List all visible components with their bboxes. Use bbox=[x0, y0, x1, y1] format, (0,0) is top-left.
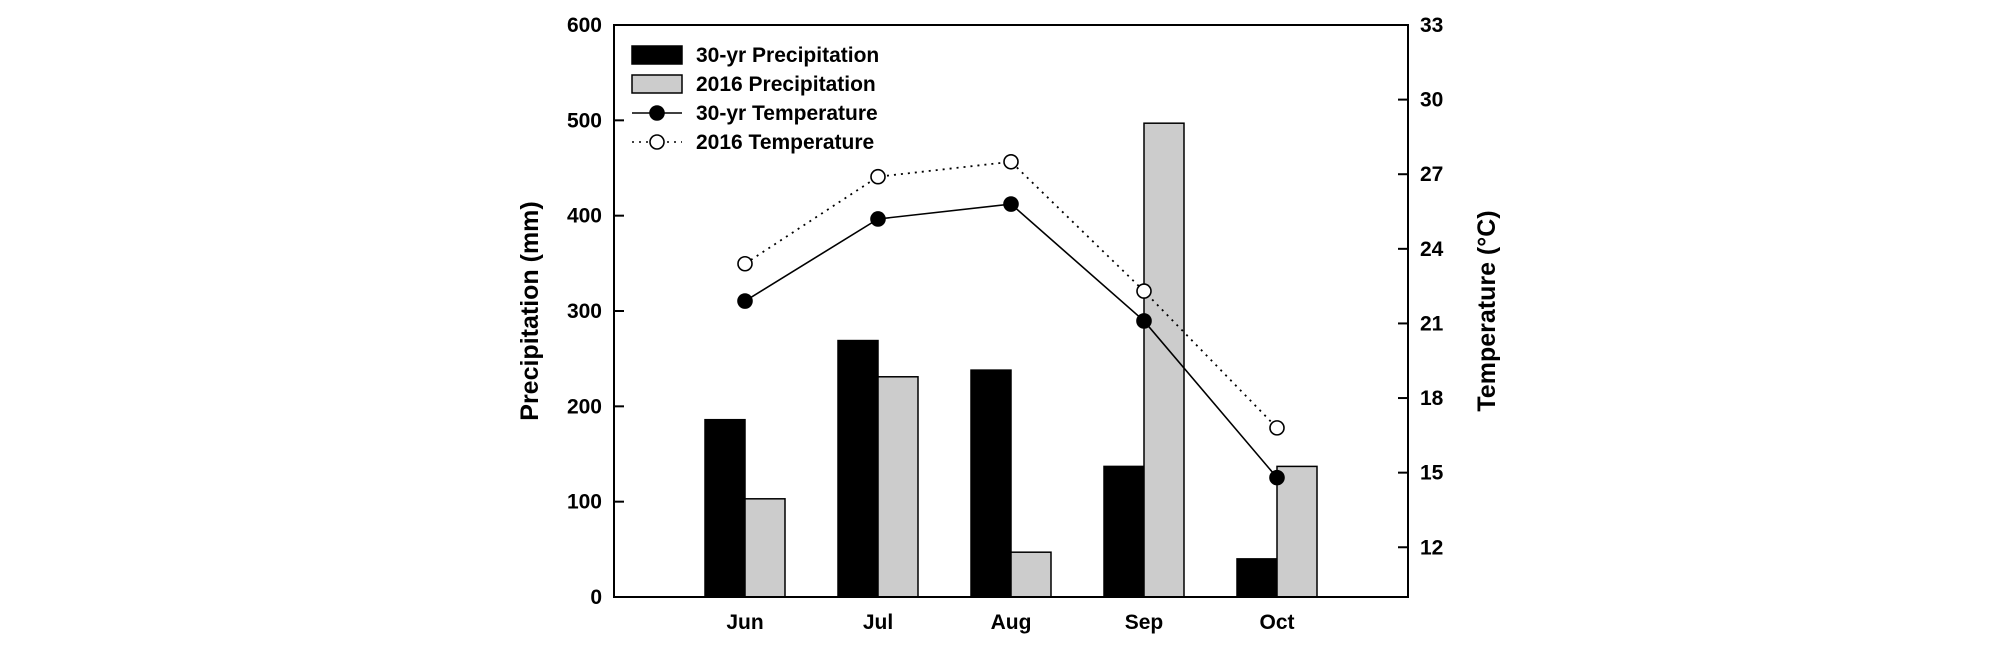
left-tick-label: 200 bbox=[567, 395, 602, 418]
bar-30yr-precip-jun bbox=[704, 418, 746, 598]
legend-label: 2016 Temperature bbox=[696, 131, 874, 154]
legend-swatch bbox=[631, 74, 683, 94]
bar-2016-precip-jun bbox=[744, 498, 786, 598]
bars-layer bbox=[704, 122, 1318, 598]
2016-temperature-line bbox=[744, 160, 1278, 429]
right-tick-label: 24 bbox=[1420, 238, 1444, 261]
x-tick-label: Jul bbox=[863, 611, 893, 634]
right-tick-label: 33 bbox=[1420, 14, 1443, 37]
right-tick-label: 27 bbox=[1420, 163, 1443, 186]
x-axis: Jun Jul Aug Sep Oct bbox=[726, 611, 1294, 634]
bar-30yr-precip-sep bbox=[1103, 465, 1145, 598]
2016-temp-point-jul bbox=[870, 168, 886, 185]
legend-label: 2016 Precipitation bbox=[696, 73, 876, 96]
30yr-temp-point-oct bbox=[1269, 469, 1285, 486]
legend-label: 30-yr Precipitation bbox=[696, 44, 879, 67]
right-tick-label: 12 bbox=[1420, 536, 1443, 559]
30yr-temp-point-jun bbox=[737, 293, 753, 309]
left-tick-label: 600 bbox=[567, 14, 602, 37]
legend-marker bbox=[649, 134, 665, 150]
bar-2016-precip-oct bbox=[1276, 465, 1318, 598]
right-axis: 12 15 18 21 24 27 30 33 bbox=[1398, 14, 1444, 559]
x-tick-label: Jun bbox=[726, 611, 763, 634]
legend-swatch bbox=[631, 45, 683, 65]
x-tick-label: Aug bbox=[991, 611, 1032, 634]
bar-2016-precip-jul bbox=[877, 376, 919, 598]
right-tick-label: 15 bbox=[1420, 462, 1444, 485]
2016-temp-point-jun bbox=[737, 255, 753, 272]
bar-30yr-precip-oct bbox=[1236, 558, 1278, 598]
right-tick-label: 21 bbox=[1420, 312, 1444, 335]
2016-temp-point-aug bbox=[1003, 153, 1019, 170]
legend-label: 30-yr Temperature bbox=[696, 102, 878, 125]
x-tick-label: Sep bbox=[1125, 611, 1164, 634]
left-tick-label: 100 bbox=[567, 491, 602, 514]
left-axis: 0 100 200 300 400 500 600 bbox=[567, 14, 624, 609]
left-tick-label: 0 bbox=[590, 586, 602, 609]
legend-marker bbox=[649, 105, 665, 121]
y2-axis-title: Temperature (°C) bbox=[1473, 210, 1501, 411]
30yr-temp-point-sep bbox=[1136, 313, 1152, 329]
30yr-temp-point-jul bbox=[870, 211, 886, 227]
2016-temp-point-sep bbox=[1136, 283, 1152, 299]
bar-30yr-precip-aug bbox=[970, 369, 1012, 598]
legend: 30-yr Precipitation 2016 Precipitation 30-… bbox=[631, 44, 879, 154]
left-tick-label: 300 bbox=[567, 300, 602, 323]
left-tick-label: 500 bbox=[567, 109, 602, 132]
bar-2016-precip-aug bbox=[1010, 551, 1052, 598]
2016-temp-point-oct bbox=[1269, 420, 1285, 436]
bar-30yr-precip-jul bbox=[837, 339, 879, 598]
x-tick-label: Oct bbox=[1259, 611, 1294, 634]
30yr-temp-point-aug bbox=[1003, 196, 1019, 212]
lines-layer bbox=[737, 153, 1285, 486]
right-tick-label: 18 bbox=[1420, 387, 1444, 410]
left-tick-label: 400 bbox=[567, 205, 602, 228]
y-axis-title: Precipitation (mm) bbox=[516, 201, 544, 420]
right-tick-label: 30 bbox=[1420, 89, 1443, 112]
